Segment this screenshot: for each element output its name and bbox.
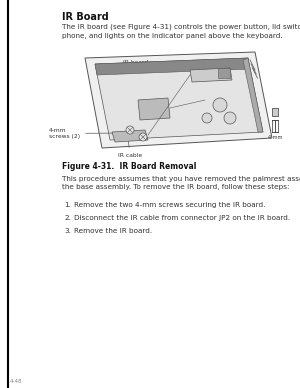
Circle shape <box>224 112 236 124</box>
Text: Remove the two 4-mm screws securing the IR board.: Remove the two 4-mm screws securing the … <box>74 202 266 208</box>
Text: The IR board (see Figure 4-31) controls the power button, lid switch, micro-
pho: The IR board (see Figure 4-31) controls … <box>62 24 300 39</box>
Text: Disconnect the IR cable from connector JP2 on the IR board.: Disconnect the IR cable from connector J… <box>74 215 290 221</box>
Circle shape <box>202 113 212 123</box>
Polygon shape <box>85 52 272 148</box>
Text: IR Board: IR Board <box>62 12 109 22</box>
Text: IR board: IR board <box>123 59 207 70</box>
Circle shape <box>126 126 134 134</box>
Text: Remove the IR board.: Remove the IR board. <box>74 228 152 234</box>
Circle shape <box>213 98 227 112</box>
Text: 3.: 3. <box>64 228 71 234</box>
Polygon shape <box>112 130 148 142</box>
Text: This procedure assumes that you have removed the palmrest assembly from
the base: This procedure assumes that you have rem… <box>62 176 300 191</box>
Text: 1.: 1. <box>64 202 71 208</box>
Text: 4-mm
screws (2): 4-mm screws (2) <box>49 128 130 139</box>
Text: 4-48: 4-48 <box>10 379 22 384</box>
Bar <box>272 108 278 116</box>
Polygon shape <box>190 68 232 82</box>
Text: IR cable: IR cable <box>118 141 142 158</box>
Polygon shape <box>95 58 263 140</box>
Circle shape <box>139 133 147 141</box>
Polygon shape <box>243 58 263 132</box>
Polygon shape <box>95 58 250 75</box>
Text: Figure 4-31.  IR Board Removal: Figure 4-31. IR Board Removal <box>62 162 196 171</box>
Text: 4 mm: 4 mm <box>268 135 282 140</box>
Text: 2.: 2. <box>64 215 71 221</box>
Polygon shape <box>138 98 170 120</box>
Polygon shape <box>218 68 230 78</box>
